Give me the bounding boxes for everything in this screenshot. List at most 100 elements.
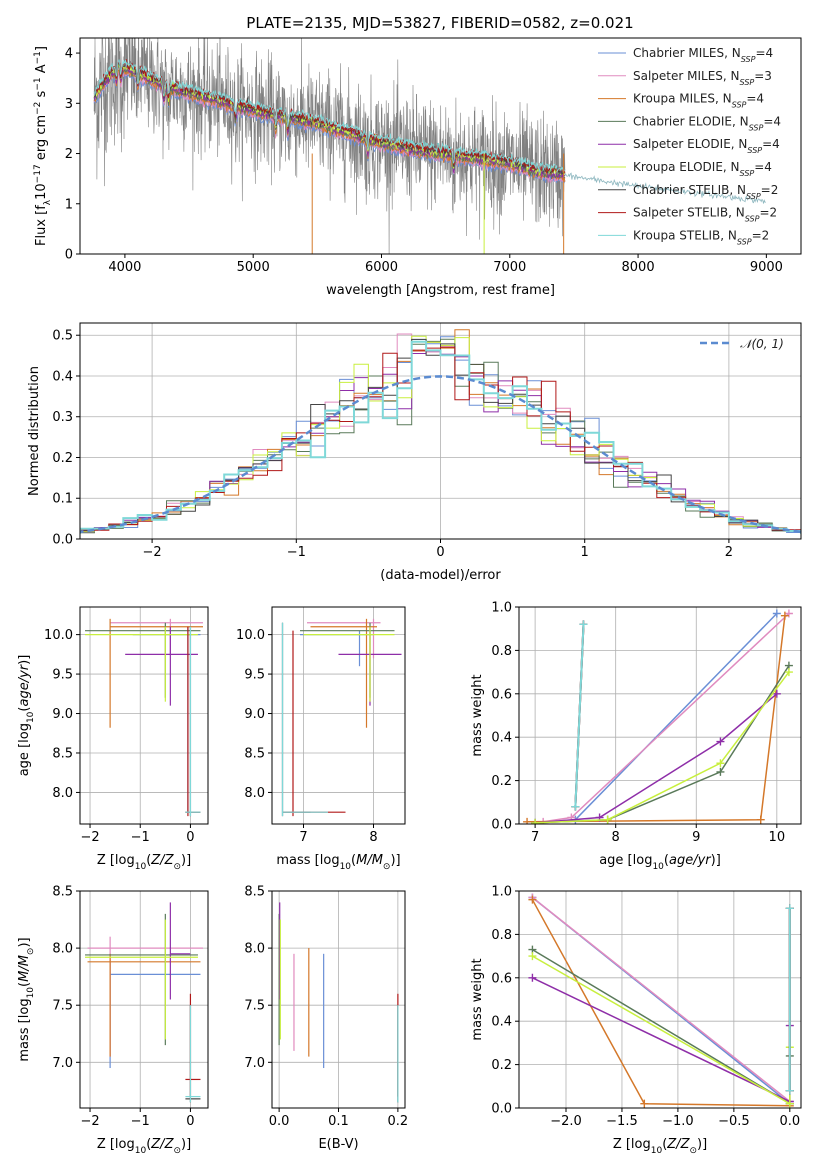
legend-entry: Chabrier STELIB, NSSP=2	[633, 183, 778, 201]
label-part: Z [log	[97, 1137, 135, 1152]
label-part: ⊙	[26, 948, 36, 956]
plot-area-mass-vs-ebv	[278, 902, 399, 1103]
label-part: ⊙	[383, 862, 391, 872]
label-part: M/M	[17, 955, 32, 982]
x-tick-label: −1	[131, 830, 150, 845]
weight-marker-salpeter-elodie	[716, 737, 725, 746]
y-tick-label: 0.3	[52, 410, 73, 425]
weight-marker-chabrier-elodie	[716, 767, 725, 776]
x-tick-label: 1	[581, 545, 589, 560]
model-tail-line	[564, 172, 766, 204]
label-part: 10	[26, 987, 36, 999]
label-part: age/yr	[17, 663, 32, 706]
y-tick-label: 1	[65, 197, 73, 212]
x-tick-label: 10	[769, 830, 786, 845]
y-axis-label: mass weight	[470, 674, 485, 756]
y-tick-label: 8.5	[52, 746, 73, 761]
axes-frame	[79, 606, 209, 825]
legend-value: =3	[754, 69, 772, 83]
x-axis-label: (data-model)/error	[380, 568, 501, 583]
weight-marker-salpeter-elodie	[528, 973, 537, 982]
weight-marker-kroupa-miles	[780, 611, 789, 620]
y-tick-label: 7.0	[52, 1056, 73, 1071]
plot-area-age-vs-mass	[281, 618, 402, 817]
weight-marker-kroupa-stelib	[571, 802, 580, 811]
axes-mass-vs-z: −2 −1 07.07.58.08.5Z [log10(Z/Z⊙)]mass [lo…	[17, 885, 209, 1156]
figure-title: PLATE=2135, MJD=53827, FIBERID=0582, z=0…	[246, 14, 633, 32]
y-tick-label: 10.0	[44, 628, 73, 643]
label-part: age [log	[17, 723, 32, 776]
label-part: mass [log	[17, 998, 32, 1061]
label-part: )]	[390, 853, 400, 868]
legend-value: =2	[761, 183, 779, 197]
y-tick-label: 0.2	[491, 774, 512, 789]
plot-area-weight-vs-age	[523, 609, 793, 824]
label-part: −17	[33, 164, 43, 183]
x-tick-label: −2	[143, 545, 162, 560]
y-tick-label: 9.0	[52, 707, 73, 722]
legend-value: =4	[762, 137, 780, 151]
x-tick-label: −1.5	[606, 1114, 638, 1129]
label-part: ⊙	[689, 1146, 697, 1156]
weight-line-kroupa-elodie	[532, 955, 791, 1105]
y-tick-label: 0.1	[52, 492, 73, 507]
legend-entry: Salpeter MILES, NSSP=3	[633, 69, 772, 87]
label-part: 10	[135, 862, 147, 872]
legend-name: Kroupa STELIB, N	[633, 228, 737, 242]
weight-line-chabrier-elodie	[532, 948, 791, 1106]
legend-entry: Kroupa STELIB, NSSP=2	[633, 228, 769, 246]
y-tick-label: 0.6	[491, 971, 512, 986]
model-line-kroupa-stelib	[93, 59, 566, 173]
x-axis-label: Z [log10(Z/Z⊙)]	[97, 1137, 191, 1156]
axes-frame	[79, 37, 802, 255]
label-part: −1	[33, 51, 43, 64]
y-axis-label: mass weight	[470, 958, 485, 1040]
axes-frame	[518, 606, 802, 825]
weight-marker-kroupa-elodie	[785, 1099, 794, 1108]
legend-sub: SSP	[732, 100, 747, 109]
legend-name: Kroupa MILES, N	[633, 92, 732, 106]
weight-marker-kroupa-miles	[640, 1099, 649, 1108]
y-tick-label: 0.6	[491, 687, 512, 702]
label-part: (	[664, 853, 669, 868]
label-part: λ	[43, 199, 53, 205]
x-tick-label: 0	[186, 1114, 194, 1129]
label-part: ⊙	[173, 1146, 181, 1156]
label-part: Z [log	[613, 1137, 651, 1152]
y-tick-label: 8.0	[244, 786, 265, 801]
y-tick-label: 0.8	[491, 644, 512, 659]
plot-area-spectrum	[93, 38, 766, 254]
label-part: 10	[652, 862, 664, 872]
axes-frame	[271, 606, 406, 825]
legend-sub: SSP	[737, 237, 752, 246]
weight-marker-salpeter-miles	[784, 609, 793, 618]
y-tick-label: 8.0	[52, 942, 73, 957]
y-tick-label: 0.4	[491, 1015, 512, 1030]
legend-sub: SSP	[747, 146, 762, 155]
weight-line-chabrier-miles	[574, 612, 778, 821]
x-tick-label: 7000	[493, 260, 526, 275]
plot-area-weight-vs-z	[528, 893, 794, 1108]
x-tick-label: −2.0	[550, 1114, 582, 1129]
axes-frame	[79, 890, 209, 1109]
label-part: E(B-V)	[318, 1137, 358, 1152]
legend-name: Salpeter MILES, N	[633, 69, 740, 83]
legend-entry: Salpeter STELIB, NSSP=2	[633, 206, 777, 224]
x-tick-label: 0.2	[388, 1114, 409, 1129]
x-tick-label: 6000	[365, 260, 398, 275]
y-tick-label: 4	[65, 47, 73, 62]
y-tick-label: 0.0	[491, 1102, 512, 1117]
label-part: (	[146, 853, 151, 868]
weight-marker-kroupa-stelib	[785, 904, 794, 913]
legend-value: =4	[754, 160, 772, 174]
label-part: )]	[697, 1137, 707, 1152]
label-part: −1	[33, 77, 43, 90]
label-part: 10	[651, 1146, 663, 1156]
y-tick-label: 8.0	[52, 786, 73, 801]
x-tick-label: 8	[369, 830, 377, 845]
legend-sub: SSP	[740, 169, 755, 178]
weight-marker-kroupa-miles	[523, 817, 532, 824]
label-part: −2	[33, 102, 43, 115]
label-part: A	[34, 64, 49, 77]
